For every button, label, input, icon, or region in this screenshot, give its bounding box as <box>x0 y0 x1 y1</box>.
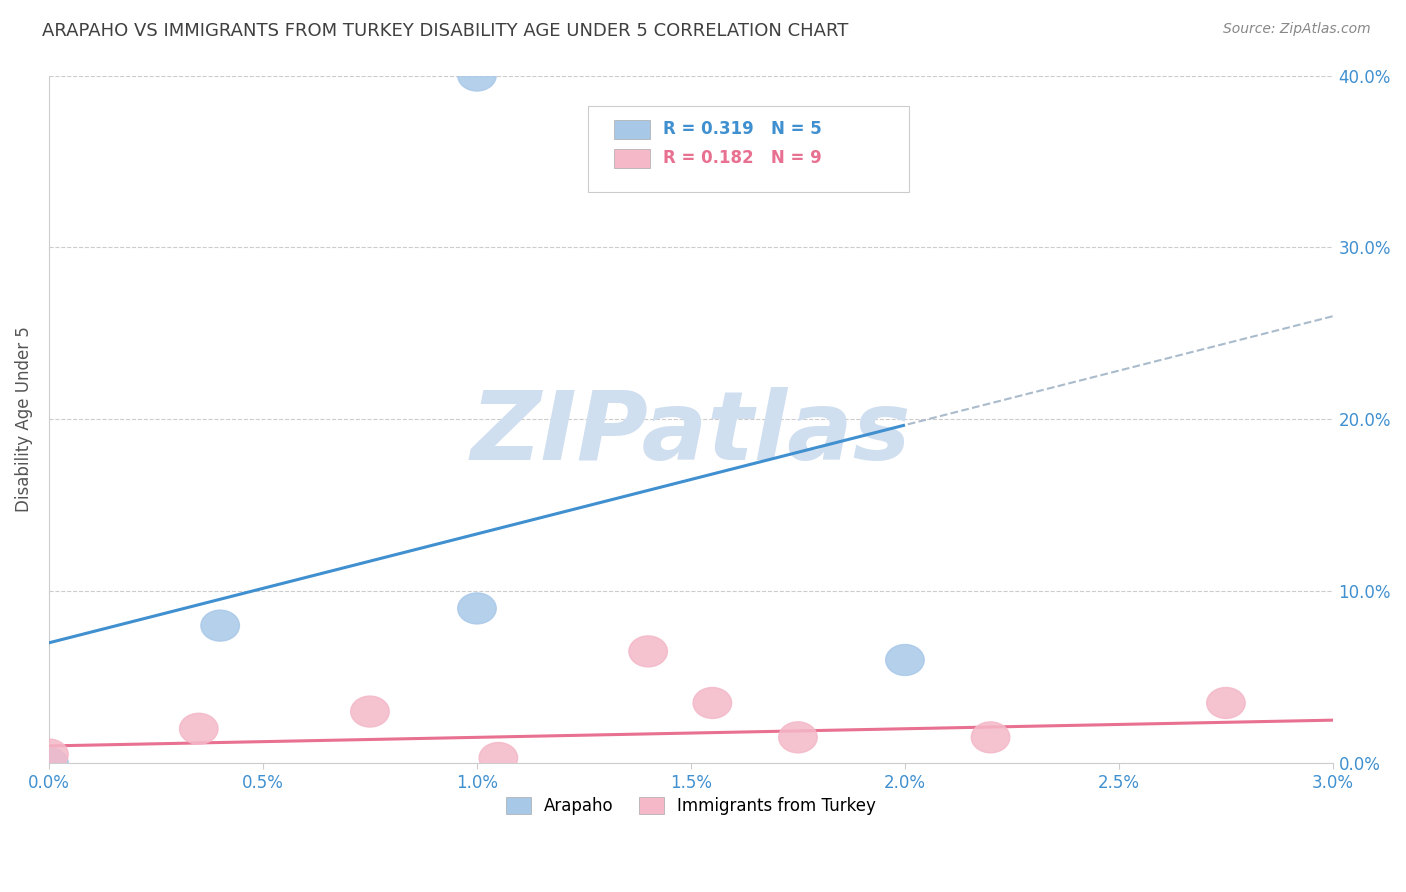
Ellipse shape <box>458 60 496 91</box>
Ellipse shape <box>1206 688 1246 718</box>
Ellipse shape <box>779 722 817 753</box>
Text: Source: ZipAtlas.com: Source: ZipAtlas.com <box>1223 22 1371 37</box>
Text: ARAPAHO VS IMMIGRANTS FROM TURKEY DISABILITY AGE UNDER 5 CORRELATION CHART: ARAPAHO VS IMMIGRANTS FROM TURKEY DISABI… <box>42 22 849 40</box>
Ellipse shape <box>458 593 496 624</box>
Ellipse shape <box>628 636 668 667</box>
Ellipse shape <box>972 722 1010 753</box>
Text: R = 0.182   N = 9: R = 0.182 N = 9 <box>662 149 821 167</box>
Bar <box>614 149 650 169</box>
Y-axis label: Disability Age Under 5: Disability Age Under 5 <box>15 326 32 512</box>
Ellipse shape <box>30 747 69 779</box>
Ellipse shape <box>180 714 218 744</box>
Ellipse shape <box>201 610 239 641</box>
Ellipse shape <box>350 696 389 727</box>
FancyBboxPatch shape <box>588 106 910 193</box>
Ellipse shape <box>479 742 517 773</box>
Ellipse shape <box>693 688 731 718</box>
Ellipse shape <box>30 739 69 770</box>
Bar <box>614 120 650 139</box>
Legend: Arapaho, Immigrants from Turkey: Arapaho, Immigrants from Turkey <box>498 789 884 823</box>
Ellipse shape <box>886 645 924 675</box>
Text: ZIPatlas: ZIPatlas <box>471 386 911 480</box>
Text: R = 0.319   N = 5: R = 0.319 N = 5 <box>662 120 821 138</box>
